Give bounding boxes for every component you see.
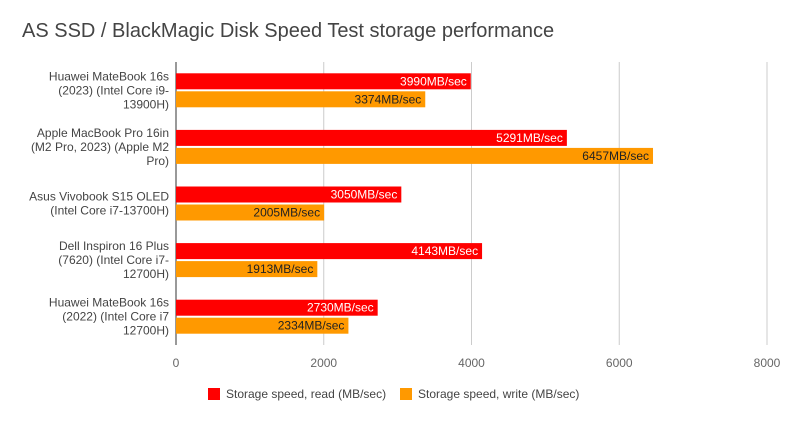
- data-label: 6457MB/sec: [582, 149, 649, 163]
- category-label: (2022) (Intel Core i7: [62, 310, 169, 324]
- legend-swatch: [400, 388, 412, 400]
- legend-label: Storage speed, read (MB/sec): [226, 387, 386, 401]
- bar-write: [176, 147, 654, 164]
- legend-swatch: [208, 388, 220, 400]
- category-label: 13900H): [123, 97, 169, 111]
- category-label: (M2 Pro, 2023) (Apple M2: [31, 140, 169, 154]
- category-label: (Intel Core i7-13700H): [50, 204, 169, 218]
- category-label: Huawei MateBook 16s: [49, 296, 169, 310]
- category-label: (2023) (Intel Core i9-: [58, 83, 169, 97]
- category-label: 12700H): [123, 324, 169, 338]
- chart-title: AS SSD / BlackMagic Disk Speed Test stor…: [22, 20, 555, 42]
- bar-write: [176, 317, 349, 334]
- data-label: 2730MB/sec: [307, 301, 374, 315]
- data-label: 2005MB/sec: [253, 206, 320, 220]
- x-tick-label: 4000: [458, 356, 485, 370]
- x-tick-label: 8000: [754, 356, 781, 370]
- data-label: 1913MB/sec: [247, 262, 314, 276]
- category-label: (7620) (Intel Core i7-: [58, 253, 169, 267]
- bar-read: [176, 299, 378, 316]
- data-label: 2334MB/sec: [278, 319, 345, 333]
- category-label: 12700H): [123, 267, 169, 281]
- x-tick-label: 2000: [310, 356, 337, 370]
- category-label: Pro): [146, 154, 169, 168]
- bar-read: [176, 129, 567, 146]
- data-label: 5291MB/sec: [496, 131, 563, 145]
- bar-read: [176, 73, 471, 90]
- category-label: Apple MacBook Pro 16in: [37, 126, 169, 140]
- data-label: 4143MB/sec: [411, 244, 478, 258]
- category-label: Dell Inspiron 16 Plus: [59, 239, 169, 253]
- data-label: 3990MB/sec: [400, 74, 467, 88]
- x-tick-label: 6000: [606, 356, 633, 370]
- x-tick-label: 0: [173, 356, 180, 370]
- bar-write: [176, 91, 426, 108]
- bar-write: [176, 204, 325, 221]
- bar-write: [176, 261, 318, 278]
- category-label: Huawei MateBook 16s: [49, 69, 169, 83]
- data-label: 3050MB/sec: [331, 188, 398, 202]
- category-label: Asus Vivobook S15 OLED: [29, 190, 169, 204]
- data-label: 3374MB/sec: [355, 92, 422, 106]
- legend-label: Storage speed, write (MB/sec): [418, 387, 579, 401]
- bar-read: [176, 186, 402, 203]
- bar-read: [176, 243, 483, 260]
